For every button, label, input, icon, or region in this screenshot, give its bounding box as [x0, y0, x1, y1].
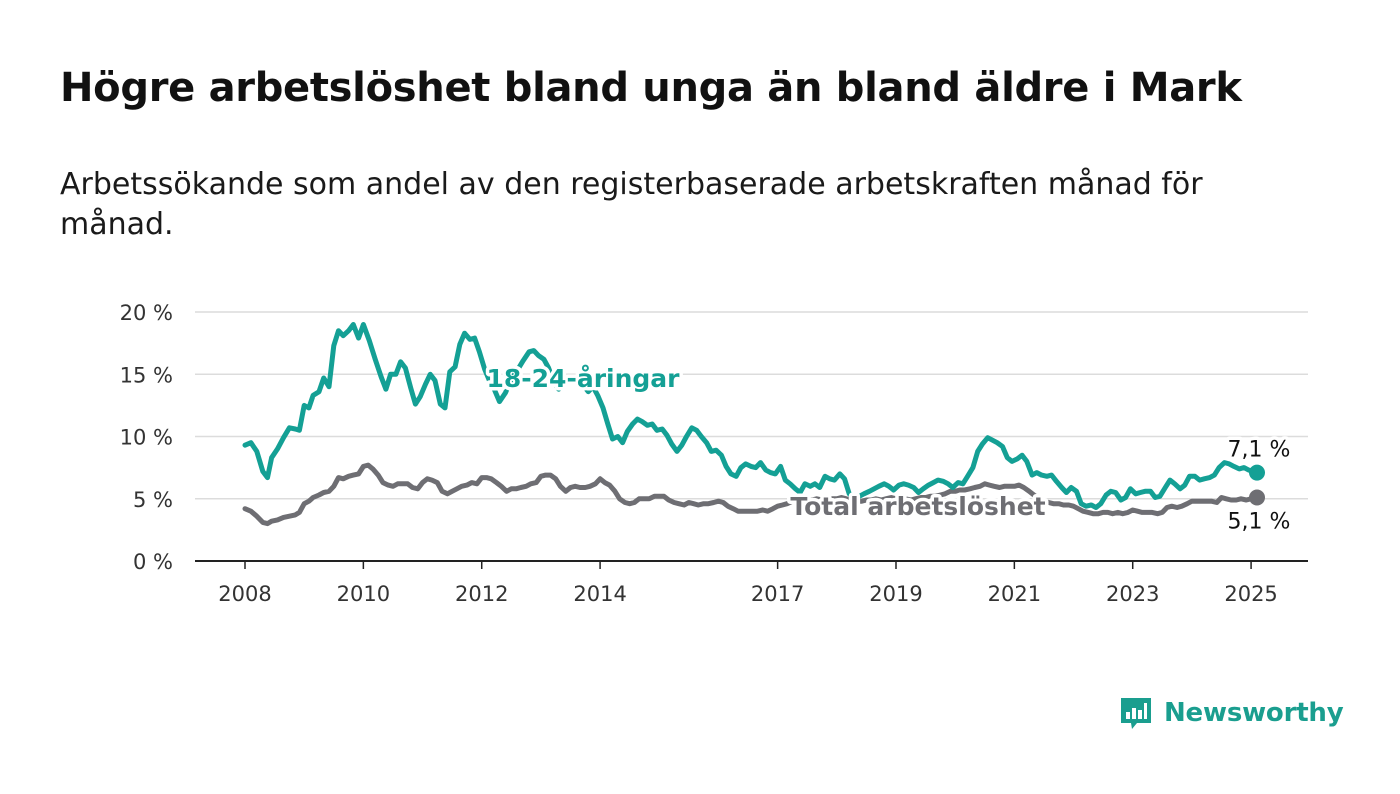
end-label-total-halo: 5,1 % — [1228, 510, 1291, 535]
x-tick-label: 2021 — [988, 582, 1041, 606]
series-labels: 7,1 %7,1 %5,1 %5,1 %18-24-åringar18-24-å… — [483, 361, 1294, 539]
x-tick-label: 2014 — [573, 582, 626, 606]
end-label-total: 5,1 % — [1228, 510, 1291, 535]
series-label-total: Total arbetslöshet — [790, 492, 1045, 521]
chart-title: Högre arbetslöshet bland unga än bland ä… — [60, 65, 1242, 111]
gridlines — [195, 311, 1308, 562]
series-line-total — [242, 462, 1260, 527]
y-axis-ticks: 0 % 5 % 10 % 15 % 20 % — [120, 301, 173, 574]
brand-logo[interactable]: Newsworthy — [1118, 690, 1344, 736]
y-tick-label: 10 % — [120, 426, 173, 450]
x-tick-label: 2023 — [1106, 582, 1159, 606]
y-tick-label: 0 % — [133, 550, 173, 574]
x-tick-label: 2012 — [455, 582, 508, 606]
end-label-18-24-halo: 7,1 % — [1228, 438, 1291, 463]
y-tick-label: 20 % — [120, 301, 173, 325]
x-tick-label: 2025 — [1224, 582, 1277, 606]
x-tick-label: 2017 — [751, 582, 804, 606]
series-line-18-24 — [242, 322, 1260, 510]
x-tick-label: 2008 — [218, 582, 271, 606]
y-tick-label: 5 % — [133, 488, 173, 512]
x-tick-label: 2010 — [337, 582, 390, 606]
y-tick-label: 15 % — [120, 363, 173, 387]
series-lines — [242, 322, 1260, 527]
series-label-total-halo: Total arbetslöshet — [790, 492, 1045, 521]
chart-subtitle: Arbetssökande som andel av den registerb… — [60, 167, 1203, 242]
x-tick-label: 2019 — [869, 582, 922, 606]
brand-name: Newsworthy — [1164, 698, 1344, 728]
newsworthy-logo-icon — [1121, 698, 1151, 729]
series-label-18-24-halo: 18-24-åringar — [487, 364, 681, 393]
x-axis-ticks: 2008 2010 2012 2014 2017 2019 2021 2023 2025 — [218, 561, 1278, 606]
end-point-total — [1249, 489, 1265, 506]
end-point-18-24 — [1249, 464, 1265, 481]
series-label-18-24: 18-24-åringar — [487, 364, 681, 393]
end-label-18-24: 7,1 % — [1228, 438, 1291, 463]
